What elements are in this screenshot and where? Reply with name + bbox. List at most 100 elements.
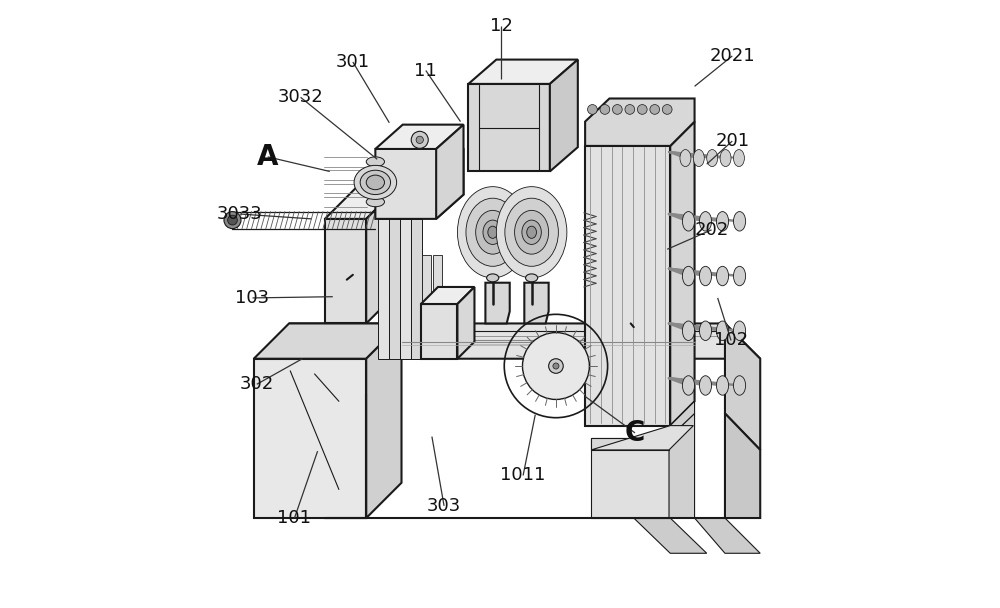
- Polygon shape: [422, 255, 431, 359]
- Ellipse shape: [366, 197, 384, 207]
- Ellipse shape: [488, 226, 498, 238]
- Polygon shape: [591, 438, 669, 518]
- Polygon shape: [421, 287, 474, 304]
- Polygon shape: [468, 84, 550, 171]
- Polygon shape: [325, 219, 366, 323]
- Ellipse shape: [366, 157, 384, 167]
- Polygon shape: [591, 426, 693, 450]
- Polygon shape: [421, 304, 457, 359]
- Ellipse shape: [354, 165, 397, 199]
- Circle shape: [522, 333, 589, 399]
- Text: 1011: 1011: [500, 466, 546, 485]
- Polygon shape: [400, 219, 411, 359]
- Ellipse shape: [707, 150, 718, 167]
- Polygon shape: [669, 413, 695, 518]
- Ellipse shape: [733, 321, 746, 340]
- Polygon shape: [400, 208, 417, 219]
- Text: 201: 201: [715, 132, 749, 150]
- Polygon shape: [670, 122, 695, 426]
- Polygon shape: [411, 208, 428, 219]
- Polygon shape: [375, 149, 464, 219]
- Polygon shape: [325, 184, 402, 219]
- Polygon shape: [375, 125, 464, 149]
- Ellipse shape: [680, 150, 691, 167]
- Ellipse shape: [505, 198, 558, 266]
- Polygon shape: [695, 518, 760, 553]
- Polygon shape: [585, 146, 670, 426]
- Polygon shape: [485, 283, 510, 323]
- Text: 101: 101: [277, 509, 311, 527]
- Ellipse shape: [366, 175, 384, 190]
- Circle shape: [662, 105, 672, 114]
- Circle shape: [224, 212, 241, 229]
- Polygon shape: [585, 122, 695, 146]
- Polygon shape: [468, 60, 578, 84]
- Polygon shape: [254, 323, 402, 359]
- Polygon shape: [325, 359, 366, 518]
- Circle shape: [650, 105, 660, 114]
- Polygon shape: [433, 350, 445, 359]
- Polygon shape: [585, 98, 695, 146]
- Polygon shape: [411, 219, 422, 359]
- Ellipse shape: [733, 376, 746, 395]
- Text: 202: 202: [694, 221, 729, 239]
- Ellipse shape: [366, 184, 384, 193]
- Polygon shape: [725, 323, 760, 450]
- Ellipse shape: [733, 212, 746, 231]
- Polygon shape: [433, 255, 442, 359]
- Circle shape: [549, 359, 563, 373]
- Ellipse shape: [496, 187, 567, 278]
- Ellipse shape: [483, 220, 502, 244]
- Ellipse shape: [682, 266, 695, 286]
- Polygon shape: [590, 401, 695, 438]
- Polygon shape: [254, 359, 366, 518]
- Ellipse shape: [457, 187, 528, 278]
- Text: 11: 11: [414, 61, 437, 80]
- Ellipse shape: [699, 212, 712, 231]
- Text: 3032: 3032: [278, 88, 323, 106]
- Polygon shape: [389, 219, 400, 359]
- Circle shape: [637, 105, 647, 114]
- Text: 301: 301: [336, 53, 370, 71]
- Circle shape: [612, 105, 622, 114]
- Ellipse shape: [716, 266, 729, 286]
- Text: 2021: 2021: [709, 47, 755, 65]
- Ellipse shape: [522, 220, 541, 244]
- Polygon shape: [289, 323, 760, 359]
- Polygon shape: [378, 208, 395, 219]
- Ellipse shape: [476, 210, 510, 254]
- Polygon shape: [591, 438, 669, 450]
- Circle shape: [625, 105, 635, 114]
- Ellipse shape: [682, 212, 695, 231]
- Text: A: A: [257, 143, 278, 171]
- Polygon shape: [389, 208, 406, 219]
- Text: 103: 103: [235, 289, 270, 307]
- Text: C: C: [625, 419, 645, 447]
- Polygon shape: [457, 287, 474, 359]
- Ellipse shape: [360, 170, 391, 195]
- Ellipse shape: [733, 266, 746, 286]
- Ellipse shape: [699, 321, 712, 340]
- Polygon shape: [422, 350, 434, 359]
- Ellipse shape: [526, 274, 538, 282]
- Ellipse shape: [733, 150, 744, 167]
- Text: 3033: 3033: [217, 205, 263, 223]
- Polygon shape: [725, 413, 760, 518]
- Polygon shape: [378, 219, 389, 359]
- Ellipse shape: [720, 150, 731, 167]
- Ellipse shape: [716, 321, 729, 340]
- Ellipse shape: [515, 210, 549, 254]
- Ellipse shape: [699, 376, 712, 395]
- Ellipse shape: [682, 321, 695, 340]
- Polygon shape: [436, 125, 464, 219]
- Polygon shape: [366, 323, 402, 518]
- Text: 102: 102: [714, 331, 748, 350]
- Circle shape: [553, 363, 559, 369]
- Ellipse shape: [682, 376, 695, 395]
- Ellipse shape: [716, 212, 729, 231]
- Circle shape: [588, 105, 597, 114]
- Ellipse shape: [487, 274, 499, 282]
- Polygon shape: [634, 518, 707, 553]
- Text: 12: 12: [490, 16, 513, 35]
- Circle shape: [228, 215, 237, 225]
